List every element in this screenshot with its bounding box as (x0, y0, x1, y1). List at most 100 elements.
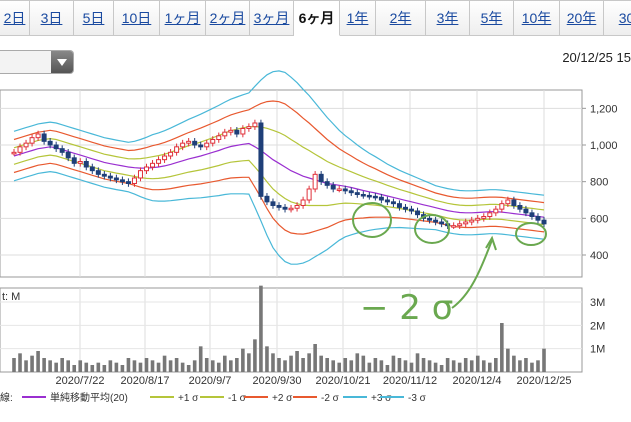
volume-bar (463, 358, 468, 372)
candle-body (210, 139, 216, 144)
candle-body (77, 161, 83, 164)
tab-6[interactable]: 2ヶ月 (206, 0, 250, 36)
volume-bar (433, 362, 438, 372)
annotation-arrow (451, 239, 493, 309)
tab-11[interactable]: 3年 (426, 0, 470, 36)
candle-body (499, 203, 505, 210)
tab-4[interactable]: 10日 (114, 0, 160, 36)
price-tick-label: 600 (590, 213, 608, 225)
volume-bar (319, 355, 323, 372)
tab-10[interactable]: 2年 (376, 0, 426, 36)
volume-bar (126, 358, 131, 372)
volume-bar (102, 365, 107, 372)
volume-bar (210, 360, 215, 372)
price-tick-label: 800 (590, 177, 608, 189)
tab-7[interactable]: 3ヶ月 (250, 0, 294, 36)
volume-bar (289, 355, 293, 372)
candle-body (53, 144, 59, 150)
volume-bar (42, 358, 46, 372)
annotation-circle (515, 222, 547, 246)
volume-bar (216, 362, 221, 372)
tab-12[interactable]: 5年 (470, 0, 514, 36)
candle-body (71, 157, 77, 164)
tab-3[interactable]: 5日 (74, 0, 114, 36)
candle-body (415, 210, 421, 216)
candle-body (89, 166, 95, 172)
volume-tick-label: 2M (590, 320, 605, 332)
volume-bar (12, 358, 16, 372)
volume-bar (235, 358, 239, 372)
volume-bar (301, 358, 305, 372)
volume-bar (445, 358, 450, 372)
volume-bar (409, 362, 414, 372)
candle-body (342, 188, 348, 192)
tab-5[interactable]: 1ヶ月 (160, 0, 206, 36)
chart-type-select[interactable] (0, 50, 74, 74)
volume-bar (132, 360, 137, 372)
candle-body (95, 170, 101, 175)
tab-15[interactable]: 30 (604, 0, 631, 36)
period-tabs: 2日 3日 5日 10日 1ヶ月 2ヶ月 3ヶ月 6ヶ月 1年 2年 3年 5年 10年 20年 30 (0, 0, 631, 38)
candle-body (366, 194, 372, 198)
volume-bar (108, 360, 113, 372)
tab-8[interactable]: 6ヶ月 (294, 0, 340, 36)
volume-bar (524, 358, 528, 372)
candle-body (198, 144, 204, 148)
tab-13[interactable]: 10年 (514, 0, 560, 36)
tab-14[interactable]: 20年 (560, 0, 604, 36)
volume-bar (313, 344, 317, 372)
volume-bar (349, 360, 354, 372)
volume-bar (18, 353, 22, 372)
candle-body (463, 221, 469, 225)
candle-body (318, 173, 324, 183)
candle-body (336, 188, 342, 191)
volume-bar (494, 358, 498, 372)
volume-bar (500, 323, 504, 372)
volume-bar (204, 358, 209, 372)
candle-body (264, 195, 270, 203)
band-minus1-sigma (13, 154, 545, 226)
volume-bar (481, 360, 486, 372)
annotation-circle (352, 202, 392, 238)
candle-body (306, 188, 312, 201)
volume-bar (156, 362, 161, 372)
volume-bar (271, 353, 275, 372)
candle-body (47, 140, 53, 146)
candle-body (402, 206, 408, 210)
volume-bar (542, 348, 546, 372)
tab-9[interactable]: 1年 (340, 0, 376, 36)
candle-body (529, 212, 535, 217)
volume-bar (536, 360, 540, 372)
tab-1[interactable]: 2日 (0, 0, 30, 36)
candle-body (511, 199, 517, 206)
candle-body (23, 142, 29, 148)
candle-body (59, 148, 65, 153)
candle-body (354, 192, 360, 196)
volume-bar (241, 348, 245, 372)
volume-bar (96, 362, 101, 372)
volume-bar (367, 362, 372, 372)
tab-2[interactable]: 3日 (30, 0, 74, 36)
candle-body (487, 212, 493, 217)
volume-bar (355, 353, 360, 372)
candle-body (505, 199, 511, 205)
volume-bar (379, 360, 384, 372)
volume-bar (487, 362, 492, 372)
candle-body (451, 225, 457, 228)
volume-bar (72, 365, 77, 372)
candle-body (372, 195, 378, 199)
candle-body (65, 151, 71, 159)
candle-body (29, 137, 35, 144)
dropdown-button[interactable] (51, 51, 73, 73)
candle-body (433, 219, 439, 223)
volume-bar (222, 355, 227, 372)
band-plus2-sigma (13, 100, 545, 204)
x-tick-label: 2020/7/22 (56, 375, 105, 387)
candle-body (294, 205, 300, 209)
candle-body (396, 203, 402, 208)
volume-bar (24, 360, 28, 372)
candle-body (348, 190, 354, 194)
volume-bar (174, 358, 179, 372)
candle-body (180, 142, 186, 148)
candle-body (83, 161, 89, 168)
